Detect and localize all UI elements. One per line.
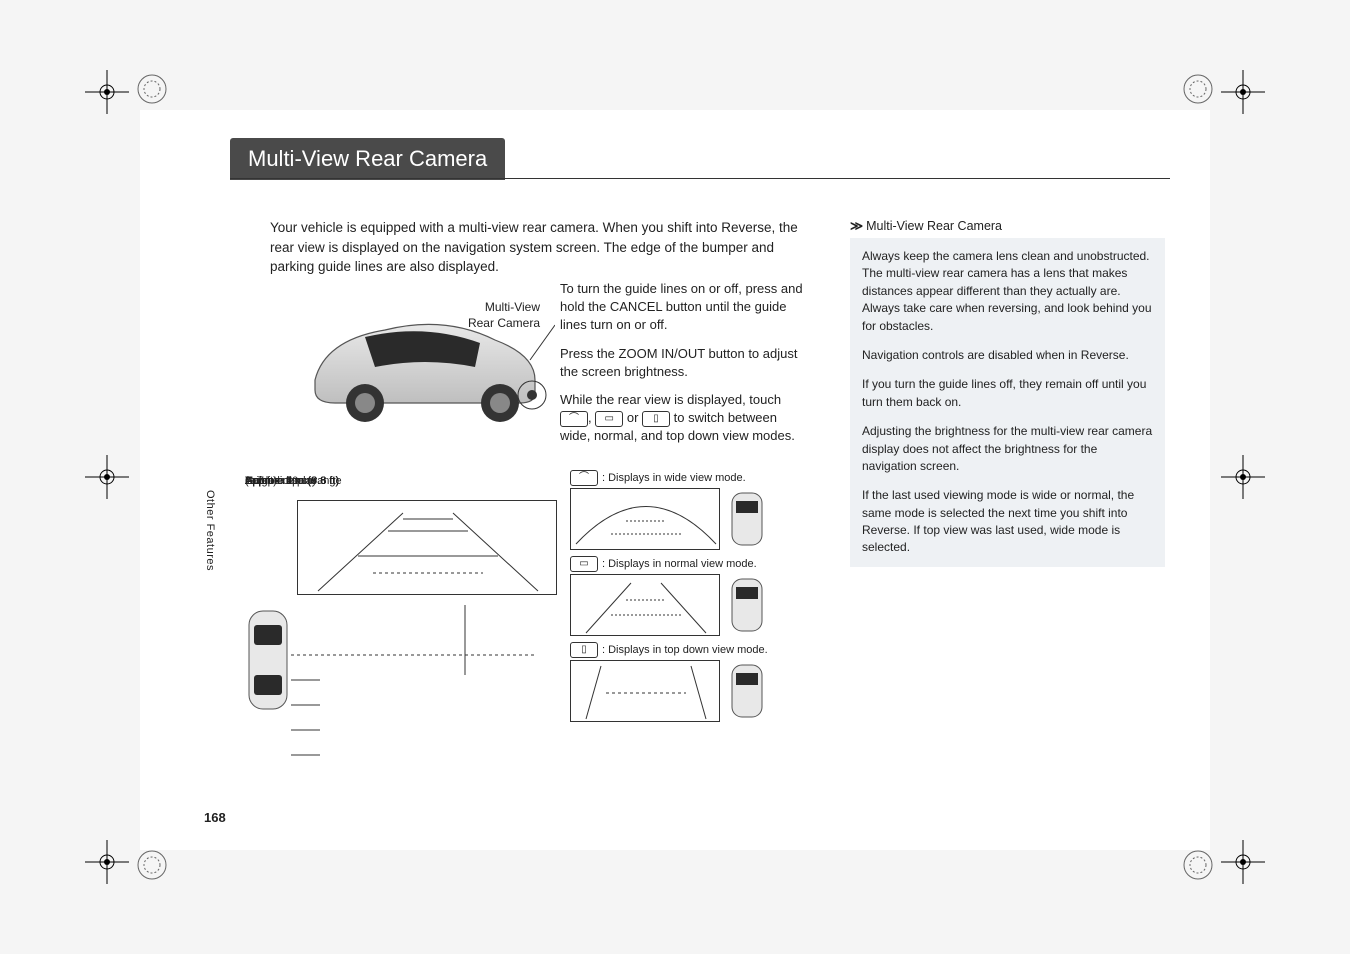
side-car-icon-normal [729,575,765,635]
view-row-wide: ⌒ : Displays in wide view mode. [570,470,815,550]
instruction-p2: Press the ZOOM IN/OUT button to adjust t… [560,345,810,381]
intro-paragraph: Your vehicle is equipped with a multi-vi… [270,218,800,277]
instruction-p3b: , [588,410,595,425]
side-car-icon-top [729,661,765,721]
label-tailgate: Tailgate open range [245,475,342,488]
page-title: Multi-View Rear Camera [230,138,505,180]
guide-line-diagram: Screen display Approx. 3 m (9.8 ft) Appr… [245,475,555,795]
sidebar-p1: Always keep the camera lens clean and un… [862,248,1153,335]
view-mode-column: ⌒ : Displays in wide view mode. ▭ : Disp… [570,470,815,728]
page-number: 168 [204,810,226,825]
instruction-block: To turn the guide lines on or off, press… [560,280,810,456]
crop-mark-bl [85,840,129,884]
crop-mark-tr [1221,70,1265,114]
instruction-p3: While the rear view is displayed, touch … [560,391,810,446]
sidebar-note-box: Always keep the camera lens clean and un… [850,238,1165,567]
camera-callout-line1: Multi-View [485,300,540,314]
crop-mark-ml [85,455,129,499]
camera-callout-line2: Rear Camera [468,316,540,330]
diagram-plan-svg [245,605,565,805]
top-view-icon-small: ▯ [570,642,598,658]
normal-view-icon: ▭ [595,411,623,427]
top-view-thumbnail [570,660,720,722]
wide-view-icon-small: ⌒ [570,470,598,486]
instruction-p3a: While the rear view is displayed, touch [560,392,781,407]
sidebar-p4: Adjusting the brightness for the multi-v… [862,423,1153,475]
sidebar-p3: If you turn the guide lines off, they re… [862,376,1153,411]
view-caption-wide: : Displays in wide view mode. [602,472,746,484]
crop-mark-mr [1221,455,1265,499]
instruction-p3c: or [623,410,642,425]
header-rule [230,178,1170,179]
crop-mark-br [1221,840,1265,884]
wide-view-thumbnail [570,488,720,550]
diagram-screen-box [297,500,557,595]
view-caption-normal: : Displays in normal view mode. [602,558,757,570]
normal-view-icon-small: ▭ [570,556,598,572]
rosette-icon-br [1181,848,1215,882]
page-content: Multi-View Rear Camera Your vehicle is e… [140,110,1210,850]
view-row-normal: ▭ : Displays in normal view mode. [570,556,815,636]
section-tab: Other Features [204,490,216,571]
sidebar-p5: If the last used viewing mode is wide or… [862,487,1153,557]
rosette-icon-tr [1181,72,1215,106]
side-car-icon-wide [729,489,765,549]
crop-mark-tl [85,70,129,114]
rosette-icon-tl [135,72,169,106]
normal-view-thumbnail [570,574,720,636]
camera-callout-label: Multi-View Rear Camera [450,300,540,331]
sidebar-p2: Navigation controls are disabled when in… [862,347,1153,364]
rosette-icon-bl [135,848,169,882]
instruction-p1: To turn the guide lines on or off, press… [560,280,810,335]
top-view-icon: ▯ [642,411,670,427]
sidebar-heading: Multi-View Rear Camera [850,218,1002,233]
view-caption-top: : Displays in top down view mode. [602,644,768,656]
wide-view-icon: ⌒ [560,411,588,427]
diagram-screen-svg [298,501,558,596]
view-row-top: ▯ : Displays in top down view mode. [570,642,815,722]
